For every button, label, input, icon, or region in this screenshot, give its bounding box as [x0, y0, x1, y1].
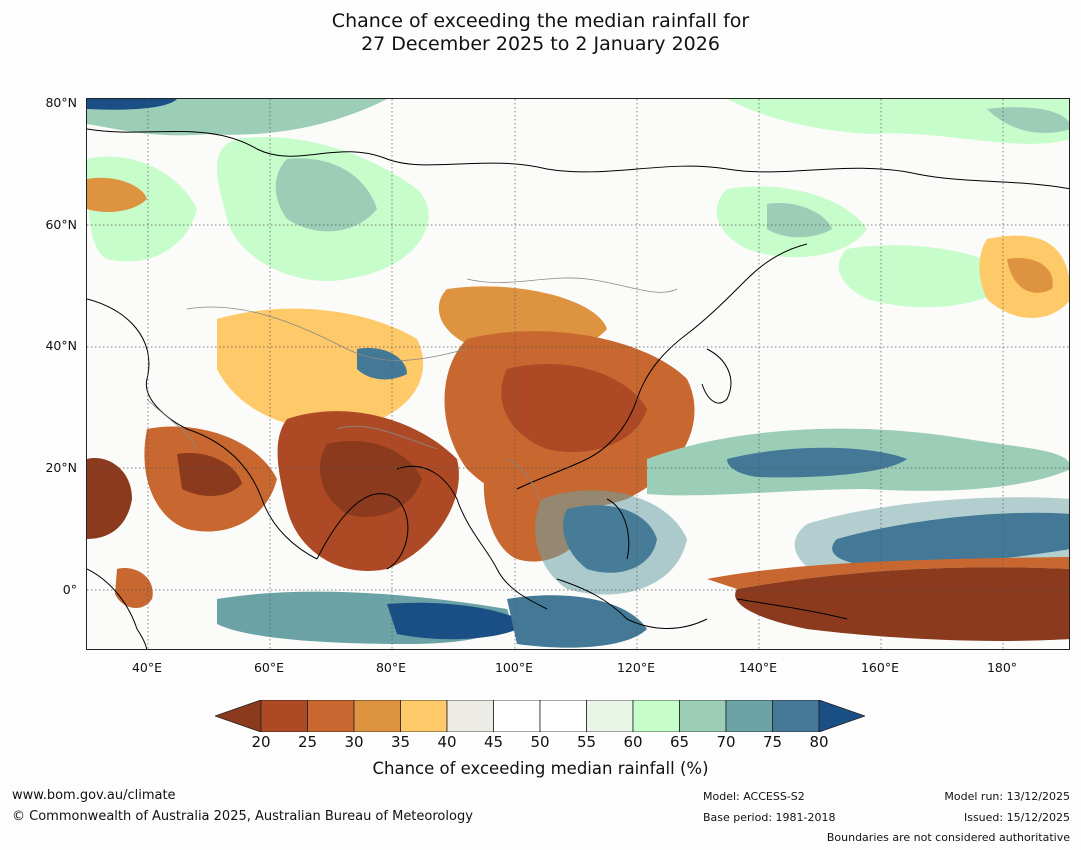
colorbar-tick-label: 45: [483, 733, 504, 751]
region-arabia-dry-2: [177, 453, 242, 496]
colorbar-cell: [353, 700, 401, 732]
region-east-africa-dry: [87, 458, 132, 539]
region-siberia-wet-2: [275, 158, 377, 232]
colorbar-label: Chance of exceeding median rainfall (%): [372, 759, 709, 778]
region-nw-dry: [87, 177, 147, 212]
lat-label-80n: 80°N: [45, 95, 77, 110]
lon-label-40e: 40°E: [131, 660, 163, 675]
region-indian-ocean-wet-2: [387, 602, 527, 640]
colorbar-cell: [493, 700, 541, 732]
region-wpacific-wet-2: [727, 447, 907, 478]
colorbar-tick-label: 55: [576, 733, 597, 751]
lon-label-80e: 80°E: [375, 660, 407, 675]
lat-label-0: 0°: [62, 582, 77, 597]
region-india-dry-2: [319, 440, 422, 518]
colorbar-cell: [400, 700, 448, 732]
colorbar-tick-label: 25: [297, 733, 318, 751]
colorbar-cell: [772, 700, 820, 732]
footer-copyright: © Commonwealth of Australia 2025, Austra…: [12, 809, 473, 824]
colorbar-tick-label: 40: [437, 733, 457, 751]
colorbar-tick-label: 20: [251, 733, 271, 751]
region-east-siberia-wet-2: [767, 203, 832, 238]
colorbar-cell: [307, 700, 355, 732]
lon-label-100e: 100°E: [494, 660, 533, 675]
region-tibet-wet: [357, 348, 407, 380]
region-west-pacific-dry-edge: [707, 557, 1069, 589]
graticule: [87, 99, 1069, 649]
colorbar-tick-label: 80: [809, 733, 829, 751]
lon-label-60e: 60°E: [253, 660, 285, 675]
footer-base-period: Base period: 1981-2018: [703, 811, 836, 824]
footer-model-run: Model run: 13/12/2025: [944, 790, 1070, 803]
lat-label-60n: 60°N: [45, 217, 77, 232]
coastlines: [87, 128, 1069, 649]
region-arctic-wet: [87, 99, 387, 136]
footer-url: www.bom.gov.au/climate: [12, 788, 176, 803]
colorbar-cell: [632, 700, 680, 732]
colorbar-cell: [725, 700, 773, 732]
region-china-dry-2: [501, 363, 647, 453]
region-west-pacific-dry: [735, 567, 1069, 641]
colorbar: [215, 700, 865, 732]
colorbar-tick-label: 75: [762, 733, 783, 751]
footer-model: Model: ACCESS-S2: [703, 790, 805, 803]
colorbar-cell: [586, 700, 634, 732]
colorbar-cell: [539, 700, 587, 732]
rainfall-map: [86, 98, 1070, 650]
colorbar-tick-label: 65: [669, 733, 690, 751]
region-northeast-wet-2: [987, 107, 1069, 133]
chart-title-line2: 27 December 2025 to 2 January 2026: [361, 33, 720, 55]
colorbar-tick-label: 60: [623, 733, 643, 751]
region-arctic-wet-2: [87, 99, 177, 110]
lat-label-20n: 20°N: [45, 460, 77, 475]
colorbar-extend-high: [818, 700, 865, 732]
map-canvas: [87, 99, 1069, 649]
lat-label-40n: 40°N: [45, 338, 77, 353]
lon-label-140e: 140°E: [738, 660, 777, 675]
region-ne-dry-2: [1007, 258, 1053, 293]
colorbar-cell: [679, 700, 727, 732]
colorbar-tick-label: 70: [716, 733, 736, 751]
chart-title-line1: Chance of exceeding the median rainfall …: [331, 10, 750, 32]
footer-issued: Issued: 15/12/2025: [963, 811, 1070, 824]
lon-label-120e: 120°E: [616, 660, 655, 675]
footer-boundaries: Boundaries are not considered authoritat…: [826, 831, 1070, 844]
lon-label-180: 180°: [986, 660, 1018, 675]
region-nepacific-wet: [838, 245, 1017, 308]
region-maritime-wet: [507, 595, 647, 648]
colorbar-tick-label: 30: [344, 733, 364, 751]
region-philippines-wet-halo: [535, 490, 687, 595]
colorbar-cell: [260, 700, 308, 732]
colorbar-extend-low: [215, 700, 262, 732]
country-borders: [146, 277, 678, 510]
region-east-africa-dry-2: [115, 568, 153, 609]
colorbar-tick-label: 35: [390, 733, 411, 751]
lon-label-160e: 160°E: [860, 660, 899, 675]
colorbar-cell: [446, 700, 494, 732]
region-northeast-wet: [727, 99, 1069, 144]
colorbar-tick-label: 50: [530, 733, 550, 751]
region-central-asia-dry: [217, 308, 424, 430]
